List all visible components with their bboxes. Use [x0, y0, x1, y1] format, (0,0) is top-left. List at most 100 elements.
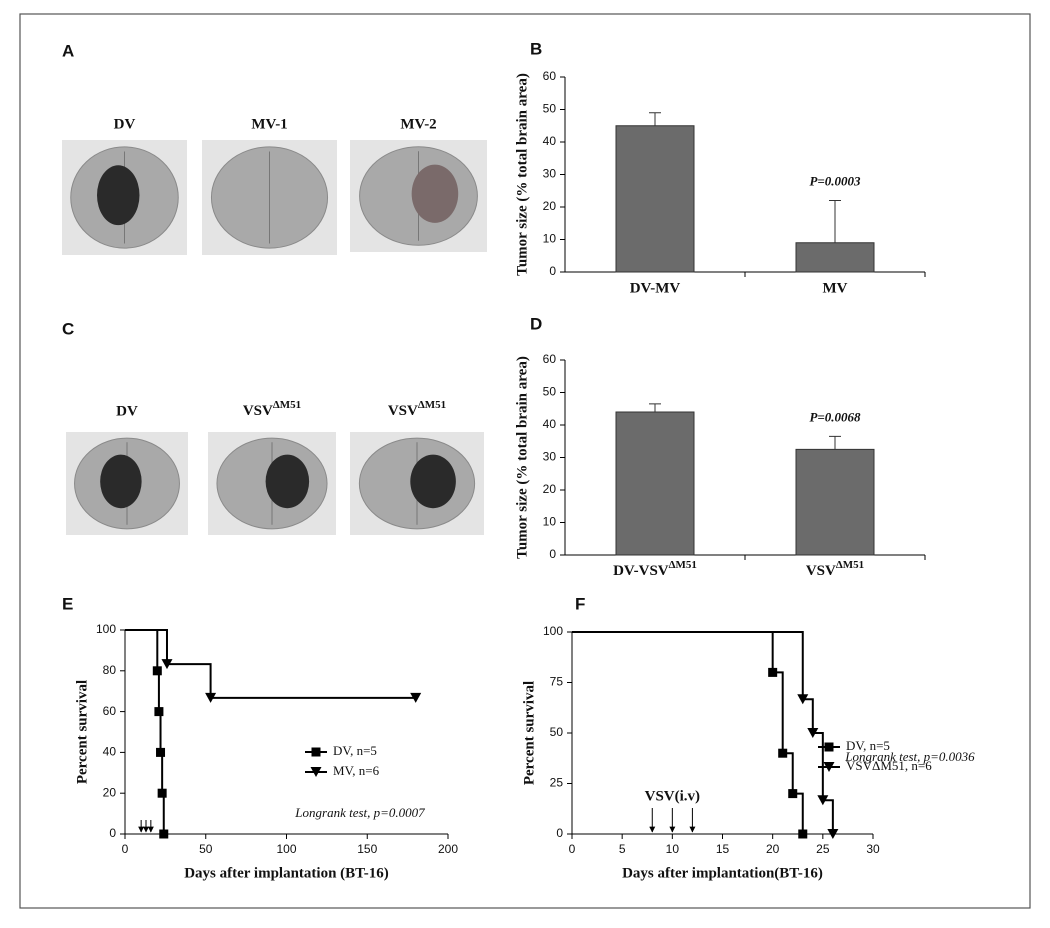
- x-tick-label: DV-MV: [630, 280, 681, 296]
- marker: [768, 667, 778, 677]
- image-label-sup: ΔM51: [273, 399, 301, 411]
- figure-border: [19, 13, 1031, 909]
- y-tick-label: 80: [103, 663, 117, 677]
- y-tick-label: 10: [543, 232, 557, 246]
- y-tick-label: 40: [103, 745, 117, 759]
- panel-letter: D: [530, 314, 542, 333]
- y-tick-label: 40: [543, 134, 557, 148]
- image-label-sup: ΔM51: [418, 399, 446, 411]
- legend-label: MV, n=6: [333, 763, 380, 778]
- y-tick-label: 30: [543, 167, 557, 181]
- y-tick-label: 0: [109, 826, 116, 840]
- marker: [410, 692, 422, 703]
- y-tick-label: 20: [543, 199, 557, 213]
- x-tick-label: 5: [619, 842, 626, 856]
- y-tick-label: 40: [543, 417, 557, 431]
- marker: [778, 748, 788, 758]
- panel-letter: F: [575, 594, 585, 613]
- y-tick-label: 30: [543, 450, 557, 464]
- tumor: [100, 454, 142, 509]
- x-tick-label: VSVΔM51: [806, 559, 864, 580]
- survival-line: [125, 629, 165, 834]
- image-label: DV: [116, 403, 138, 419]
- p-value: P=0.0068: [809, 409, 861, 424]
- x-tick-label: 10: [666, 842, 680, 856]
- legend-label: DV, n=5: [333, 743, 377, 758]
- y-tick-label: 50: [543, 102, 557, 116]
- error-bar: [829, 435, 841, 450]
- x-tick-label-base: DV-VSV: [613, 563, 669, 579]
- legend-marker: [310, 767, 322, 777]
- y-tick-label: 50: [550, 725, 564, 739]
- legend-label: VSVΔM51, n=6: [846, 758, 932, 773]
- x-tick-label: 0: [569, 842, 576, 856]
- error-bar: [649, 112, 661, 126]
- y-tick-label: 100: [543, 624, 563, 638]
- x-tick-label: DV-VSVΔM51: [613, 559, 697, 580]
- tumor: [265, 454, 310, 509]
- tumor: [410, 454, 456, 509]
- y-axis-title: Percent survival: [521, 681, 537, 785]
- legend-label: DV, n=5: [846, 738, 890, 753]
- x-axis-title: Days after implantation(BT-16): [622, 865, 823, 881]
- image-label: VSVΔM51: [243, 399, 301, 420]
- panel-letter: E: [62, 594, 73, 613]
- x-tick-label: 15: [716, 842, 730, 856]
- marker: [797, 694, 809, 705]
- marker: [161, 659, 173, 670]
- y-tick-label: 60: [543, 69, 557, 83]
- image-label: MV-1: [251, 116, 287, 132]
- legend-marker: [824, 742, 834, 752]
- legend-marker: [823, 762, 835, 772]
- marker: [788, 789, 798, 799]
- marker: [156, 747, 166, 757]
- x-tick-label-sup: ΔM51: [836, 559, 864, 571]
- image-label: MV-2: [400, 116, 436, 132]
- panel-letter: A: [62, 41, 74, 60]
- x-tick-label: 100: [276, 842, 296, 856]
- image-label-base: VSV: [243, 403, 273, 419]
- image-label: DV: [114, 116, 136, 132]
- p-value: P=0.0003: [809, 173, 861, 188]
- marker: [817, 795, 829, 806]
- y-axis-title: Tumor size (% total brain area): [514, 356, 530, 559]
- marker: [154, 707, 164, 717]
- panel-letter: C: [62, 319, 74, 338]
- marker: [798, 829, 808, 839]
- survival-line: [572, 631, 834, 834]
- y-tick-label: 100: [96, 622, 116, 636]
- test-note: Longrank test, p=0.0036: [844, 749, 975, 764]
- y-tick-label: 0: [549, 264, 556, 278]
- y-axis-title: Tumor size (% total brain area): [514, 73, 530, 276]
- panel-letter: B: [530, 39, 542, 58]
- x-tick-label-sup: ΔM51: [669, 559, 697, 571]
- y-tick-label: 75: [550, 675, 564, 689]
- tumor: [411, 164, 459, 223]
- bar: [795, 242, 875, 273]
- x-tick-label: 0: [122, 842, 129, 856]
- y-tick-label: 50: [543, 385, 557, 399]
- x-tick-label-base: VSV: [806, 563, 836, 579]
- y-tick-label: 60: [543, 352, 557, 366]
- x-axis-title: Days after implantation (BT-16): [184, 865, 389, 881]
- y-tick-label: 20: [103, 785, 117, 799]
- test-note: Longrank test, p=0.0007: [294, 805, 425, 820]
- legend-marker: [311, 747, 321, 757]
- marker: [152, 666, 162, 676]
- y-tick-label: 60: [103, 704, 117, 718]
- y-tick-label: 25: [550, 776, 564, 790]
- survival-line: [125, 629, 416, 699]
- x-tick-label: 200: [438, 842, 458, 856]
- error-bar: [829, 200, 841, 243]
- image-label-base: VSV: [388, 403, 418, 419]
- x-tick-label: 30: [866, 842, 880, 856]
- y-tick-label: 0: [556, 826, 563, 840]
- bar: [795, 448, 875, 556]
- x-tick-label: 50: [199, 842, 213, 856]
- y-axis-title: Percent survival: [74, 680, 90, 784]
- bar: [615, 411, 695, 556]
- marker: [827, 829, 839, 839]
- x-tick-label: 25: [816, 842, 830, 856]
- x-tick-label: MV: [823, 280, 848, 296]
